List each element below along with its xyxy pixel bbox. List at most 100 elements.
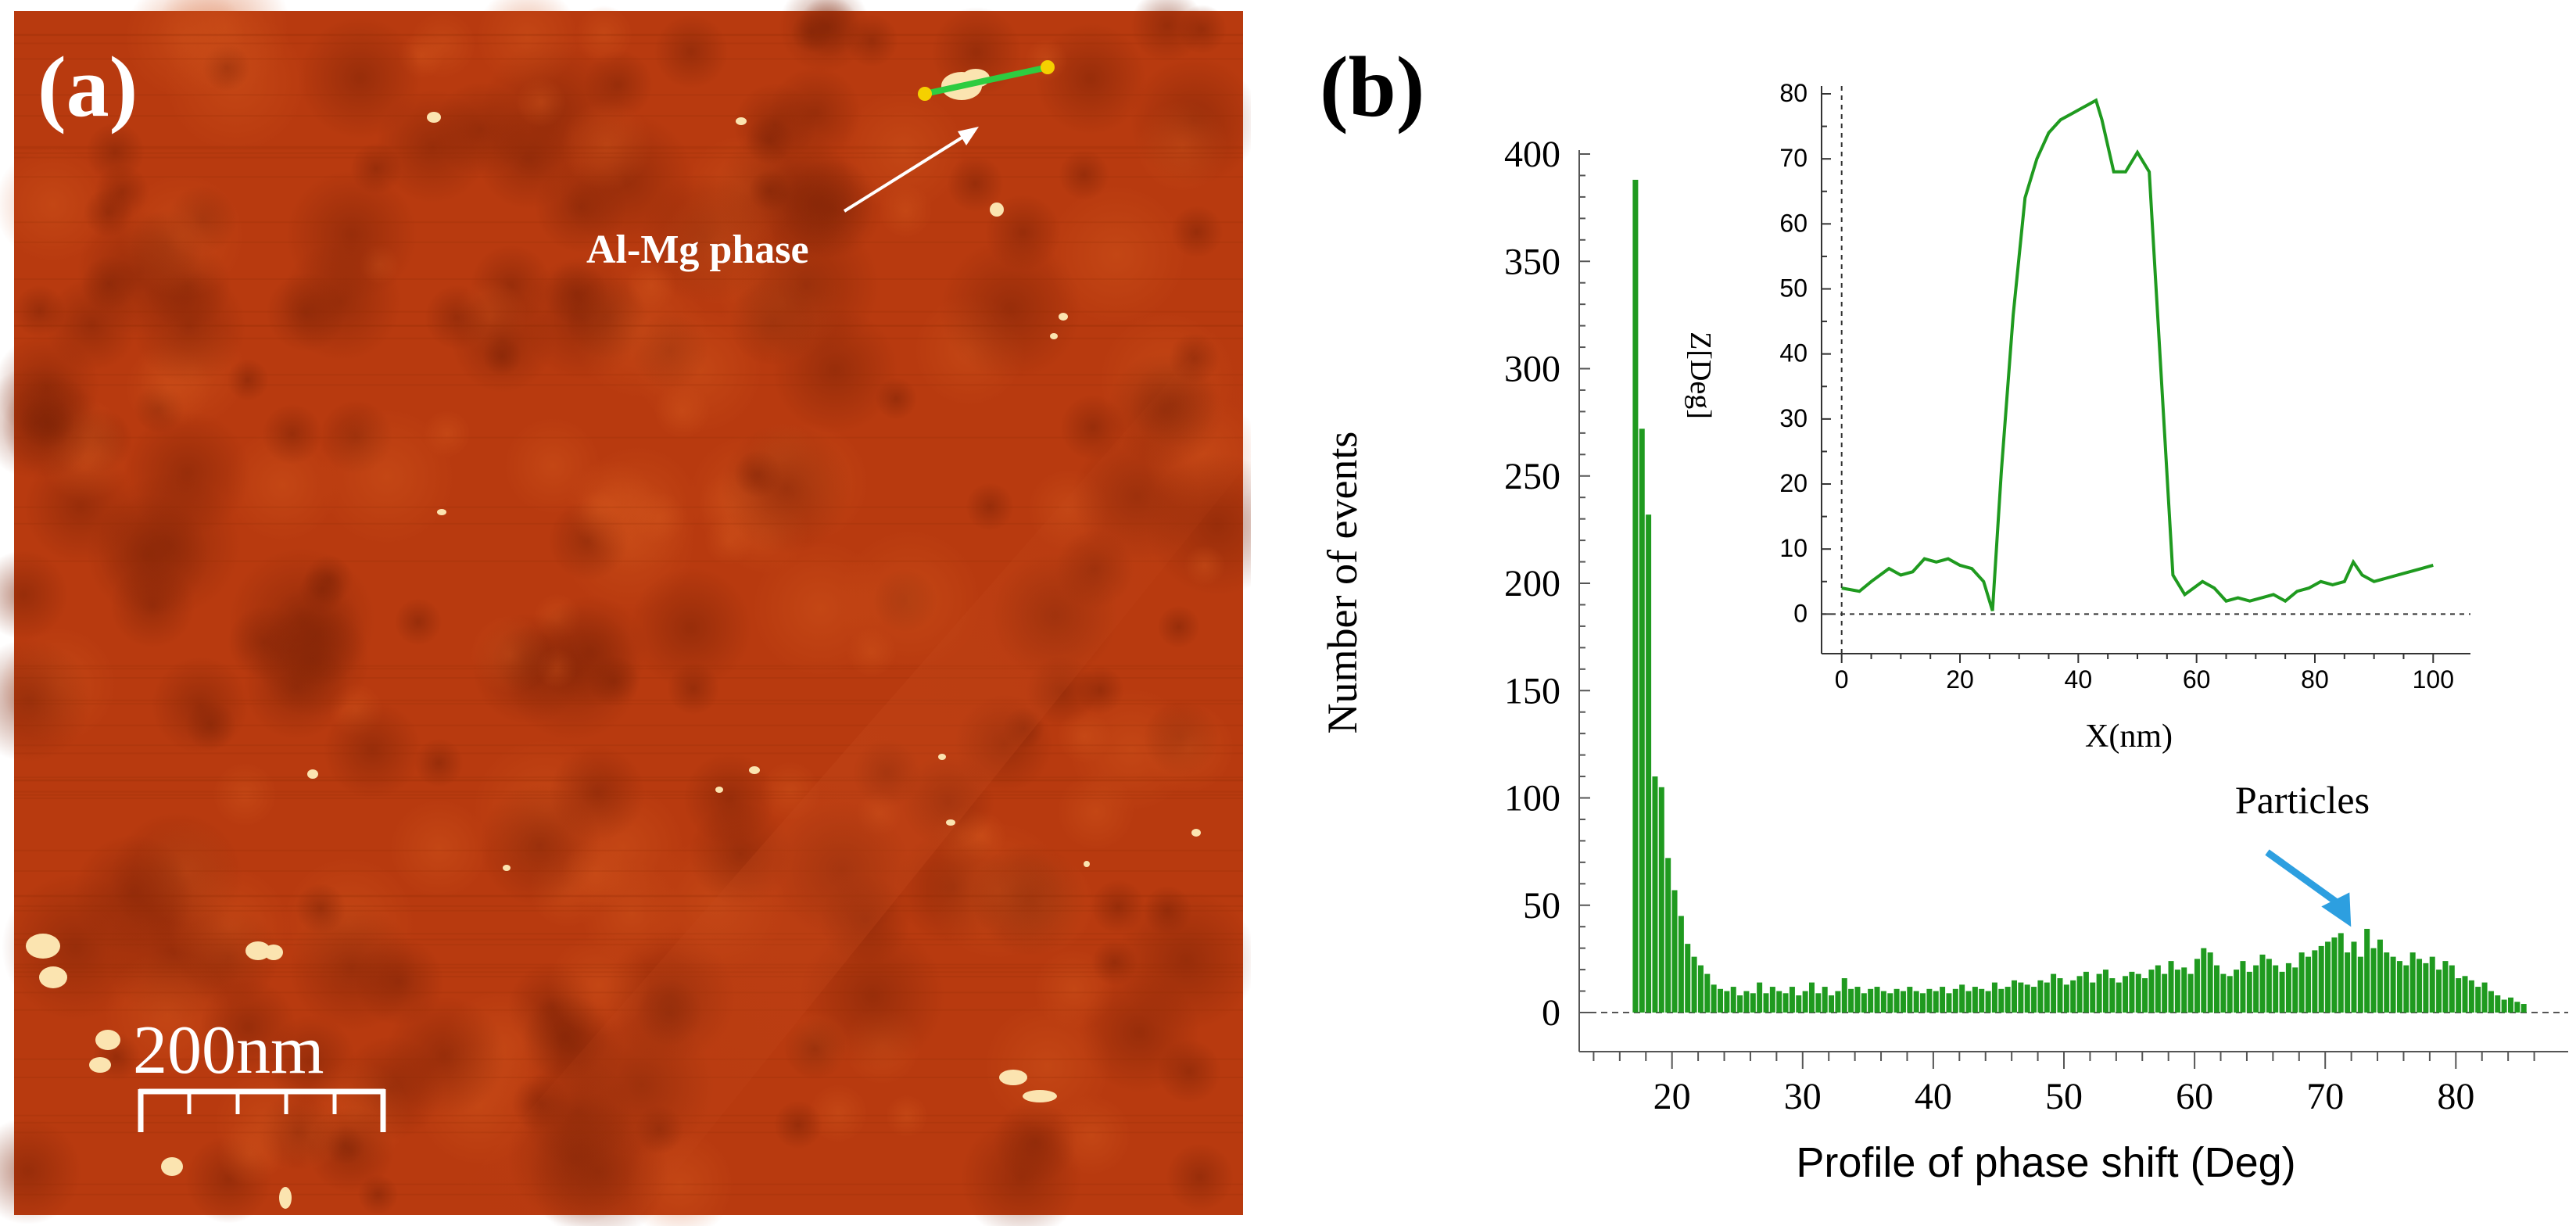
histogram-bar: [2037, 980, 2044, 1013]
histogram-bar: [2488, 991, 2494, 1013]
grain: [317, 407, 456, 546]
histogram-bar: [2259, 954, 2266, 1013]
grain: [1136, 100, 1229, 193]
phase-histogram-panel: (b) 0 50 100 150 200 250 300 350 400 20 30 40 50 60 70…: [1259, 0, 2576, 1226]
x-tick-label: 60: [2176, 1076, 2213, 1117]
histogram-bar: [2012, 980, 2017, 1013]
histogram-bar: [2220, 973, 2227, 1013]
grain: [199, 978, 297, 1076]
grain: [1177, 5, 1227, 55]
grain: [1058, 149, 1110, 201]
inset-y-tick-label: 20: [1779, 469, 1807, 497]
histogram-bar: [1854, 987, 1861, 1013]
histogram-bar: [2345, 952, 2351, 1013]
histogram-bar: [2207, 952, 2213, 1013]
particle: [990, 203, 1004, 217]
grain: [659, 189, 777, 306]
grain: [414, 738, 464, 788]
grain: [394, 598, 442, 647]
particle: [1191, 829, 1201, 837]
particle: [39, 966, 67, 988]
histogram-bar: [2187, 973, 2194, 1013]
histogram-bar: [1848, 988, 1854, 1013]
inset-y-axis-label: Z[Deg]: [1684, 332, 1717, 419]
histogram-bar: [1697, 965, 1704, 1013]
grain: [575, 5, 633, 63]
particle: [427, 112, 441, 123]
histogram-bar: [2384, 952, 2390, 1013]
grain: [323, 701, 422, 800]
particle: [264, 945, 283, 960]
grain: [515, 77, 567, 127]
grain: [1157, 605, 1201, 649]
histogram-bar: [2076, 976, 2083, 1013]
histogram-bar: [1639, 428, 1645, 1013]
grain: [389, 798, 489, 899]
histogram-bar: [2031, 987, 2037, 1013]
particle: [946, 819, 955, 826]
y-tick-label: 50: [1523, 885, 1560, 927]
grain: [476, 106, 579, 210]
particles-arrowhead: [2321, 892, 2352, 927]
particle: [1050, 333, 1058, 339]
grain: [124, 410, 251, 536]
histogram-bar: [1704, 973, 1711, 1013]
histogram-bar: [2240, 961, 2246, 1013]
particle: [1059, 313, 1068, 321]
histogram-bar: [2370, 948, 2377, 1013]
inset-x-tick-label: 20: [1946, 665, 1974, 694]
grain: [840, 88, 966, 213]
grain: [566, 459, 657, 550]
histogram-bar: [1868, 988, 1874, 1013]
histogram-bar: [2409, 952, 2416, 1013]
grain: [0, 639, 91, 763]
grain-boundary-band: [438, 297, 1243, 1215]
grain: [384, 995, 506, 1117]
inset-y-tick-label: 60: [1779, 209, 1807, 237]
inset-y-tick-label: 30: [1779, 404, 1807, 432]
particles-arrow: [2265, 849, 2347, 912]
grain: [808, 1084, 869, 1143]
grain: [1025, 38, 1068, 81]
grain: [572, 263, 708, 400]
grain: [561, 839, 631, 909]
grain: [778, 0, 870, 73]
histogram-bar: [1874, 987, 1880, 1013]
histogram-bar: [2123, 976, 2129, 1013]
histogram-bar: [2390, 956, 2396, 1013]
inset-y-tick-label: 0: [1793, 599, 1807, 627]
grain: [228, 547, 376, 695]
histogram-bar: [1763, 993, 1769, 1013]
histogram-bar: [2148, 970, 2155, 1013]
histogram-bar: [2246, 971, 2252, 1013]
histogram-bar: [2234, 970, 2240, 1013]
y-tick-label: 200: [1504, 563, 1560, 604]
histogram-bar: [2181, 967, 2187, 1013]
x-tick-label: 20: [1653, 1076, 1691, 1117]
grain: [1184, 544, 1226, 586]
grain: [124, 0, 245, 99]
histogram-bar: [2070, 980, 2076, 1013]
grain: [298, 16, 422, 140]
inset-y-tick-label: 40: [1779, 339, 1807, 367]
grain: [470, 615, 550, 694]
histogram-bar: [2096, 973, 2102, 1013]
histogram-bar: [2168, 961, 2174, 1013]
histogram-bar: [2018, 982, 2024, 1013]
histogram-bar: [2456, 978, 2462, 1013]
inset-x-axis-label: X(nm): [2085, 719, 2173, 755]
y-tick-label: 350: [1504, 241, 1560, 282]
histogram-bar: [1796, 995, 1802, 1013]
histogram-bar: [1900, 991, 1906, 1013]
profile-line: [922, 64, 1051, 97]
grain: [940, 238, 1082, 380]
histogram-bar: [2214, 965, 2220, 1013]
histogram-bar: [1743, 991, 1750, 1013]
histogram-bar: [2109, 978, 2116, 1013]
histogram-bar: [1940, 987, 1946, 1013]
grain: [20, 394, 75, 450]
histogram-bar: [1972, 987, 1978, 1013]
histogram-bar: [2285, 963, 2291, 1013]
particle: [715, 787, 723, 793]
